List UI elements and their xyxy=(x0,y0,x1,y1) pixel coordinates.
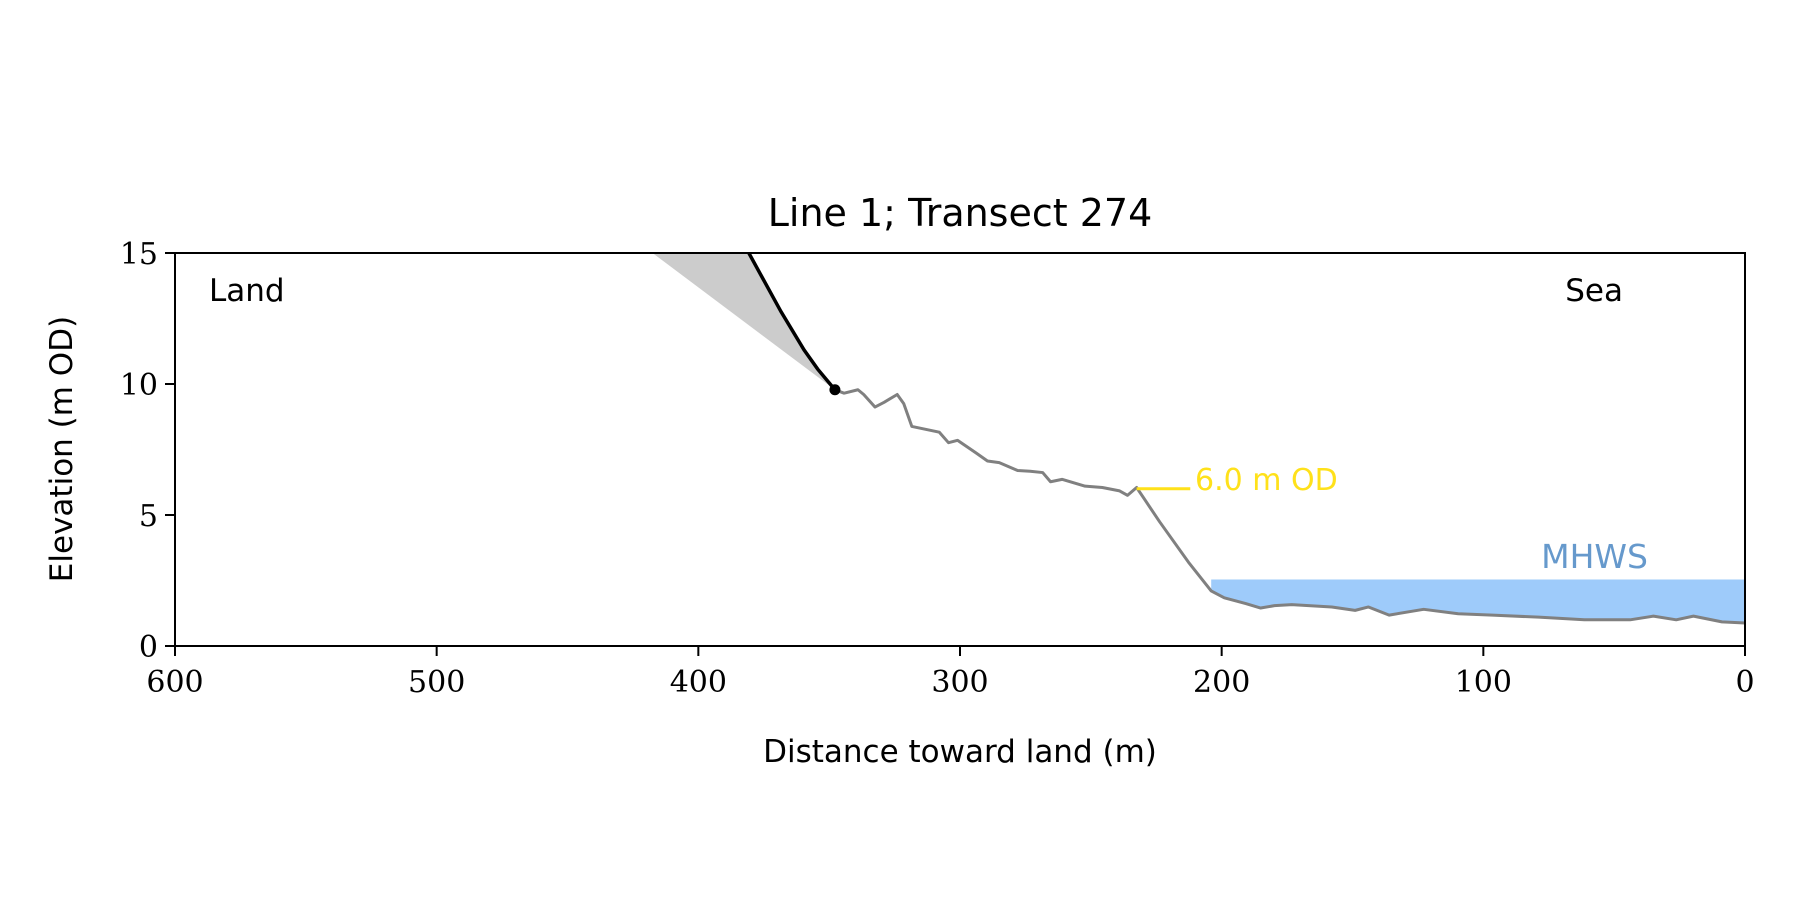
x-tick-label: 500 xyxy=(408,665,465,700)
cliff-toe-marker xyxy=(829,384,841,396)
x-tick-label: 100 xyxy=(1455,665,1512,700)
x-tick-label: 400 xyxy=(670,665,727,700)
contour-label: 6.0 m OD xyxy=(1195,463,1338,498)
x-tick-label: 0 xyxy=(1735,665,1754,700)
y-axis-label: Elevation (m OD) xyxy=(44,316,80,582)
cliff-shade xyxy=(652,253,835,390)
land-label: Land xyxy=(209,273,285,309)
y-tick-label: 10 xyxy=(120,368,158,403)
cliff-line xyxy=(747,252,837,391)
profile-line xyxy=(834,388,1746,625)
chart-title: Line 1; Transect 274 xyxy=(768,191,1153,235)
y-tick-label: 0 xyxy=(139,630,158,665)
y-tick-label: 5 xyxy=(139,499,158,534)
x-tick-label: 200 xyxy=(1193,665,1250,700)
ticks: 600 500 400 300 200 100 0 0 5 10 15 xyxy=(120,237,1755,700)
mhws-fill xyxy=(1211,579,1745,623)
x-tick-label: 300 xyxy=(931,665,988,700)
sea-label: Sea xyxy=(1565,273,1623,309)
x-axis-label: Distance toward land (m) xyxy=(763,734,1157,770)
x-tick-label: 600 xyxy=(146,665,203,700)
y-tick-label: 15 xyxy=(120,237,158,272)
plot-area xyxy=(652,252,1746,625)
mhws-label: MHWS xyxy=(1541,537,1648,576)
